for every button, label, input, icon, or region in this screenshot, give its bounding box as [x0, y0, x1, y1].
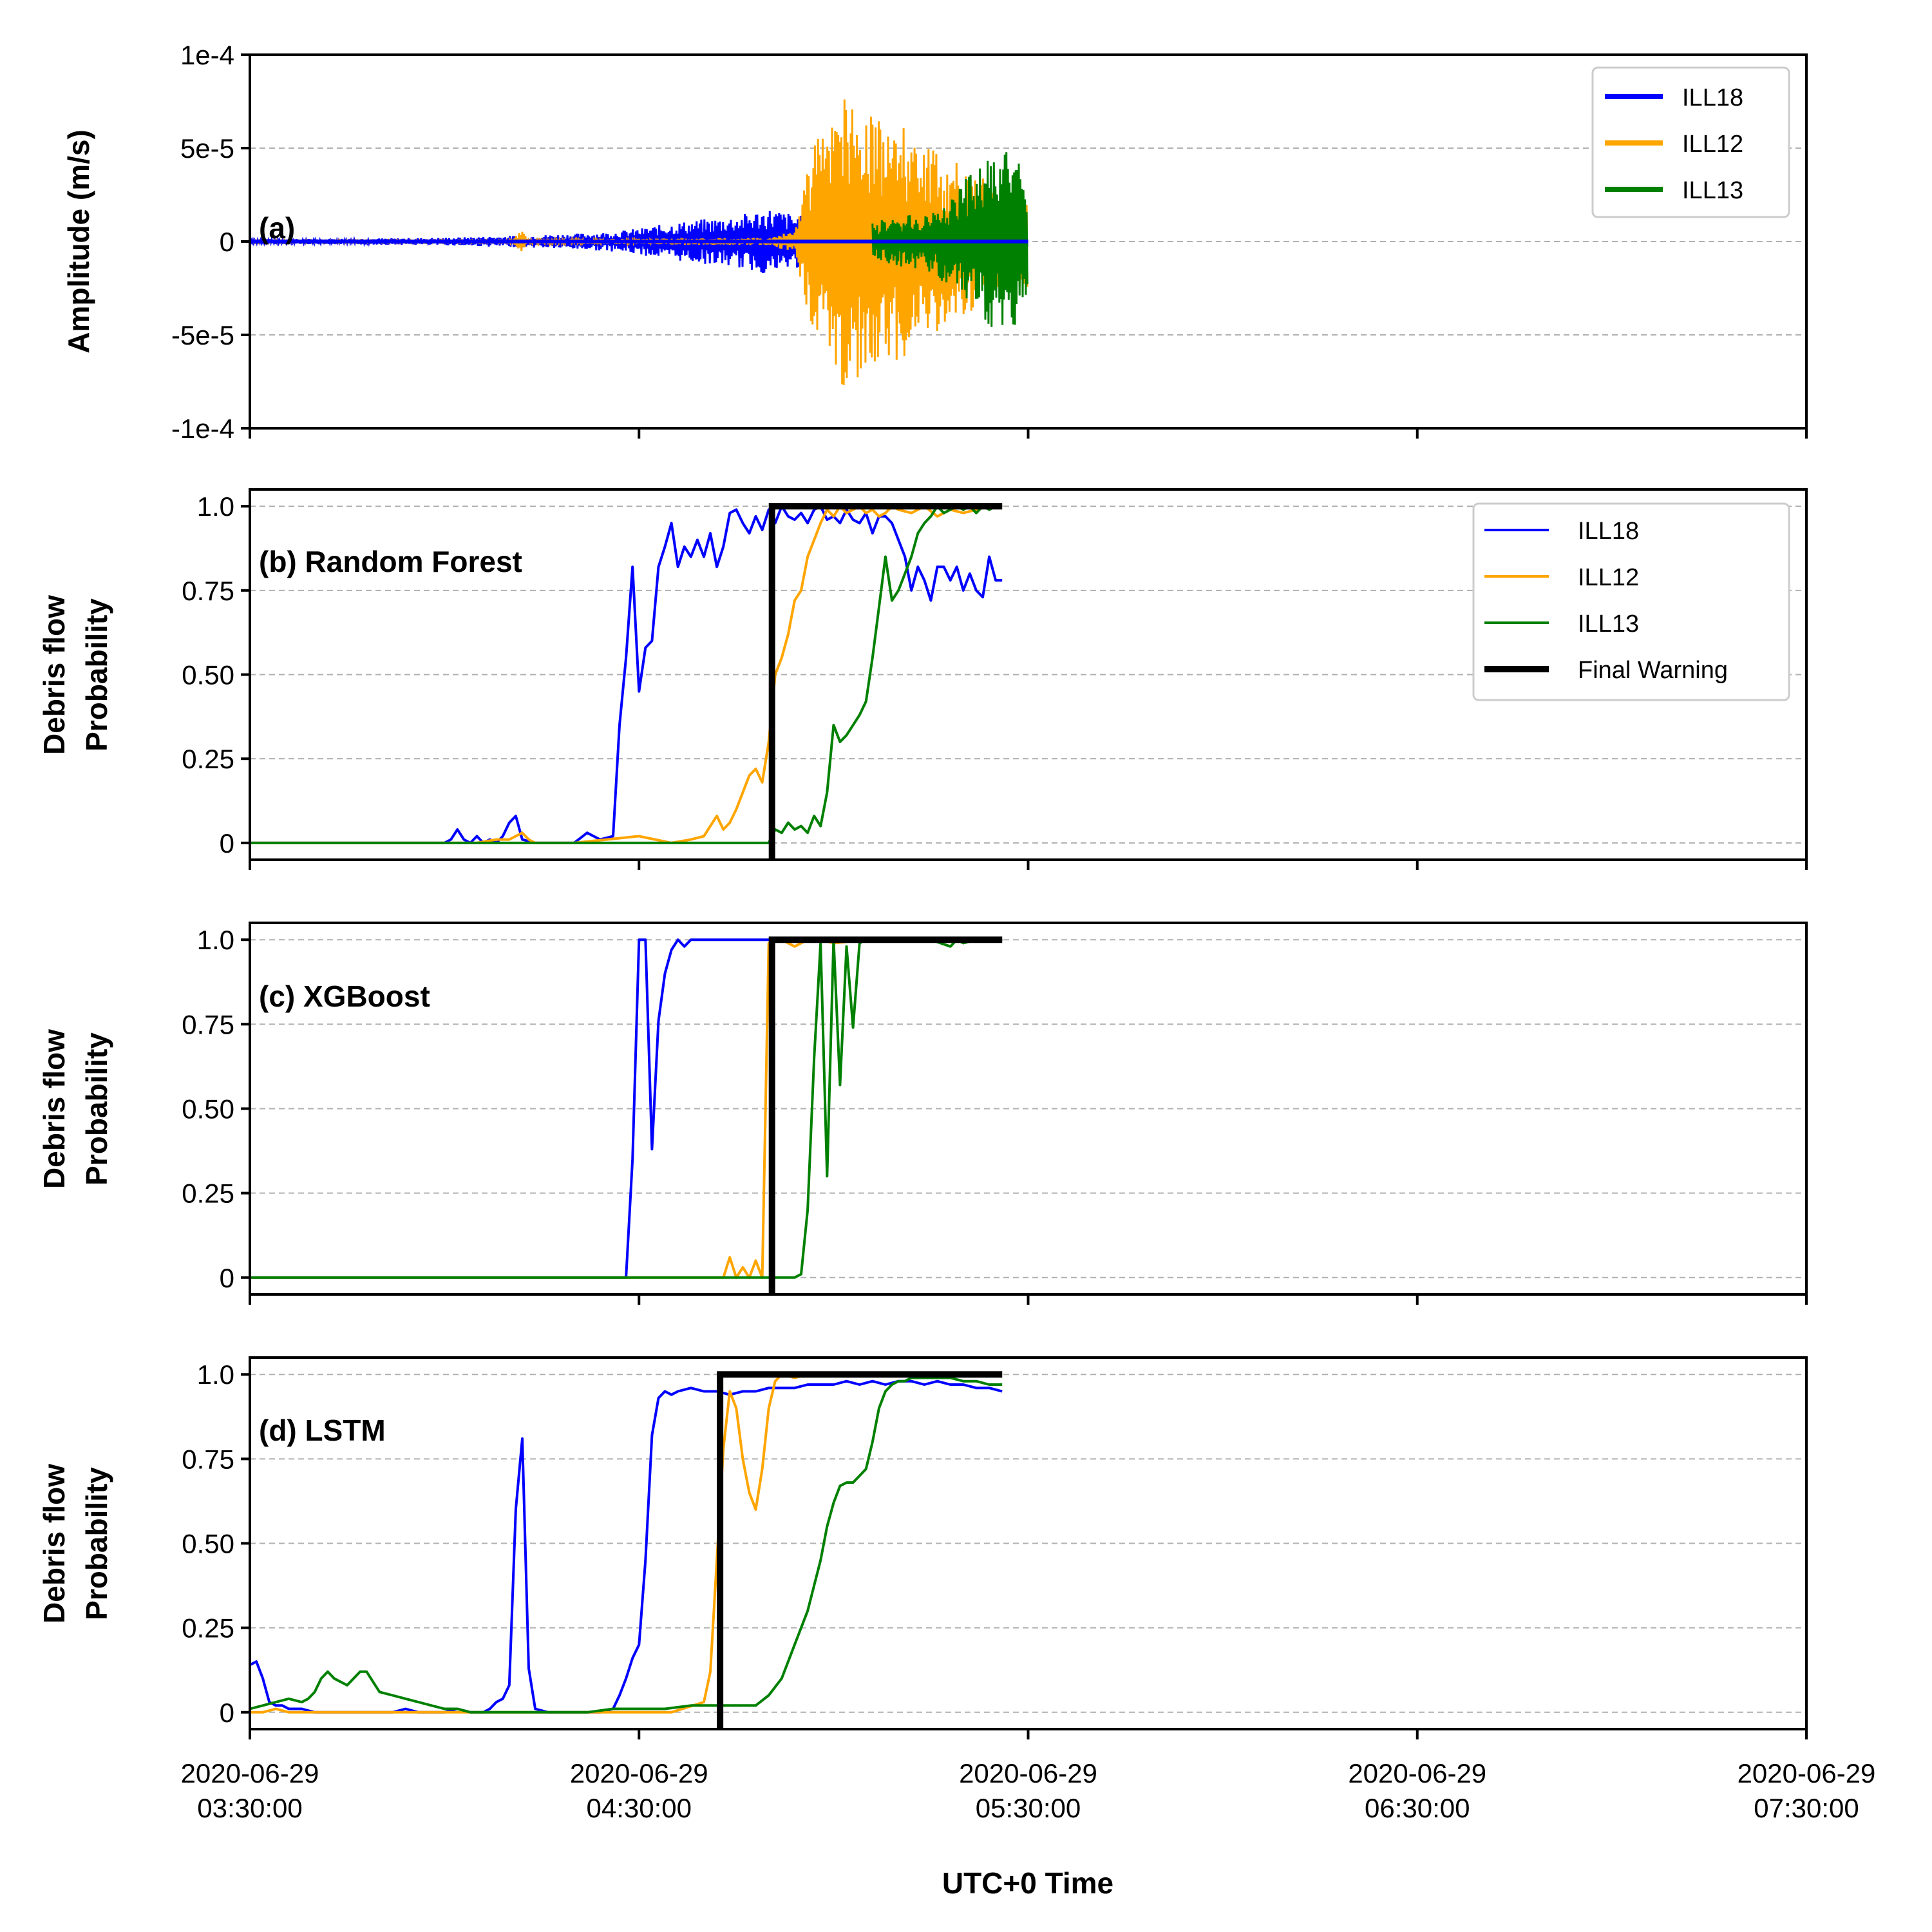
final-warning-line — [717, 1371, 1003, 1729]
final-warning-line — [768, 503, 1003, 860]
legend-b-ill18-label: ILL18 — [1578, 518, 1639, 545]
panel-a-x-ticks — [249, 428, 1808, 439]
x-tick-label-date: 2020-06-29 — [1738, 1758, 1876, 1788]
panel-d-x-ticks — [249, 1729, 1808, 1739]
y-tick-label: 0.75 — [182, 1444, 234, 1474]
panel-d-plot-area — [249, 1371, 1003, 1729]
x-tick-label-time: 06:30:00 — [1365, 1793, 1470, 1823]
panel-c-xgboost: 1.0 0.75 0.50 0.25 0 (c) XGBoost Debris flow… — [37, 922, 1808, 1305]
panel-d-lstm: 1.0 0.75 0.50 0.25 0 (d) LSTM Debris flow Pr… — [37, 1356, 1876, 1900]
panel-b-legend-box — [1472, 502, 1790, 701]
panel-c-y-ticks: 1.0 0.75 0.50 0.25 0 — [182, 925, 250, 1293]
legend-a-ill13-label: ILL13 — [1682, 177, 1743, 204]
y-tick-label: 0.50 — [182, 1094, 234, 1124]
y-tick-label: 0.50 — [182, 1529, 234, 1559]
legend-a-ill18-label: ILL18 — [1682, 84, 1743, 111]
panel-b-y-axis-title-line2: Probability — [80, 598, 113, 752]
series-ill12 — [250, 505, 1003, 844]
x-tick-label-date: 2020-06-29 — [959, 1758, 1097, 1788]
panel-c-y-axis-title-line2: Probability — [80, 1032, 113, 1186]
panel-b-y-ticks: 1.0 0.75 0.50 0.25 0 — [182, 491, 250, 858]
y-tick-label: 0 — [220, 1698, 234, 1728]
panel-b-label: (b) Random Forest — [259, 545, 522, 578]
y-tick-label: 0.75 — [182, 1009, 234, 1039]
y-tick-label: -1e-4 — [171, 413, 234, 444]
panel-c-gridlines — [250, 939, 1806, 1278]
panel-d-y-ticks: 1.0 0.75 0.50 0.25 0 — [182, 1359, 250, 1728]
y-tick-label: 0 — [220, 1263, 234, 1293]
y-tick-label: 0.25 — [182, 744, 234, 774]
legend-b-ill13-label: ILL13 — [1578, 611, 1639, 638]
y-tick-label: 5e-5 — [180, 133, 234, 164]
panel-c-y-axis-title: Debris flow Probability — [37, 1029, 113, 1189]
y-tick-label: 1.0 — [197, 925, 234, 955]
panel-a-amplitude: 1e-45e-50-5e-5-1e-4 (a) Amplitude (m/s) … — [62, 40, 1808, 444]
final-warning-line — [768, 936, 1003, 1294]
x-tick-label-time: 05:30:00 — [976, 1793, 1081, 1823]
y-tick-label: -5e-5 — [171, 320, 234, 350]
legend-a-ill12-label: ILL12 — [1682, 131, 1743, 158]
panel-a-legend: ILL18 ILL12 ILL13 — [1591, 66, 1790, 218]
panel-d-label: (d) LSTM — [259, 1414, 386, 1447]
panel-b-legend: ILL18 ILL12 ILL13 Final Warning — [1472, 502, 1790, 701]
panel-c-y-axis-title-line1: Debris flow — [37, 1029, 71, 1189]
panel-b-y-axis-title: Debris flow Probability — [37, 595, 113, 755]
x-tick-label-date: 2020-06-29 — [1348, 1758, 1486, 1788]
x-tick-label-time: 03:30:00 — [197, 1793, 303, 1823]
y-tick-label: 1e-4 — [180, 40, 234, 70]
panel-b-plot-area — [250, 503, 1003, 860]
panel-a-label: (a) — [259, 211, 295, 245]
x-tick-label-time: 07:30:00 — [1754, 1793, 1859, 1823]
legend-b-ill12-label: ILL12 — [1578, 564, 1639, 591]
panel-b-random-forest: 1.0 0.75 0.50 0.25 0 (b) Random Forest Debri… — [37, 488, 1808, 870]
panel-a-legend-box — [1591, 66, 1790, 218]
y-tick-label: 0.25 — [182, 1179, 234, 1209]
panel-b-y-axis-title-line1: Debris flow — [37, 595, 71, 755]
y-tick-label: 0.50 — [182, 660, 234, 690]
y-tick-label: 0 — [220, 227, 234, 257]
panel-a-y-axis-title: Amplitude (m/s) — [62, 129, 95, 354]
x-tick-label-date: 2020-06-29 — [570, 1758, 708, 1788]
panel-a-y-ticks: 1e-4 5e-5 0 -5e-5 -1e-4 — [171, 40, 250, 444]
panel-d-y-axis-title-line2: Probability — [80, 1467, 113, 1620]
x-axis-tick-labels: 2020-06-29 03:30:00 2020-06-29 04:30:00 2020… — [181, 1758, 1876, 1823]
series-ill13 — [250, 938, 1003, 1279]
x-axis-title: UTC+0 Time — [942, 1866, 1113, 1900]
panel-d-y-axis-title: Debris flow Probability — [37, 1464, 113, 1624]
panel-c-label: (c) XGBoost — [259, 980, 430, 1013]
series-ill13 — [249, 1376, 1003, 1714]
panel-c-plot-area — [250, 936, 1003, 1294]
series-ill18 — [250, 505, 1003, 844]
y-tick-label: 1.0 — [197, 491, 234, 522]
legend-b-final-warning-label: Final Warning — [1578, 657, 1728, 684]
panel-a-plot-area — [249, 99, 1028, 385]
y-tick-label: 0.25 — [182, 1613, 234, 1643]
x-tick-label-time: 04:30:00 — [587, 1793, 692, 1823]
panel-b-x-ticks — [249, 860, 1808, 870]
trace-ill13 — [871, 152, 1028, 327]
panel-d-gridlines — [250, 1374, 1806, 1713]
y-tick-label: 0 — [220, 828, 234, 858]
y-tick-label: 0.75 — [182, 576, 234, 606]
x-tick-label-date: 2020-06-29 — [181, 1758, 319, 1788]
panel-c-x-ticks — [249, 1294, 1808, 1305]
y-tick-label: 1.0 — [197, 1359, 234, 1390]
panel-d-y-axis-title-line1: Debris flow — [37, 1464, 71, 1624]
